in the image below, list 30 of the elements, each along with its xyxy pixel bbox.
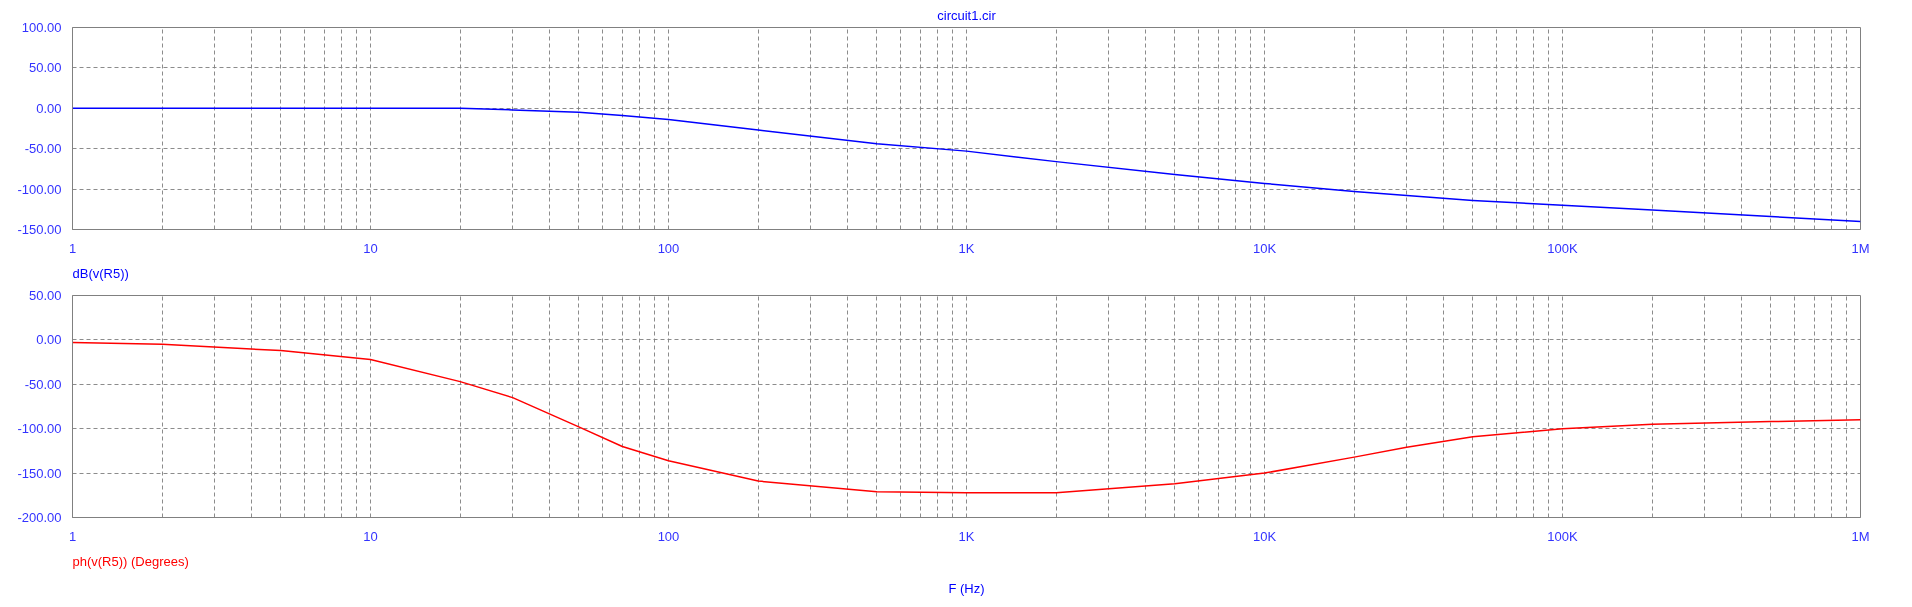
x-axis-title: F (Hz)	[948, 580, 985, 596]
x-tick-label: 1	[68, 240, 77, 256]
text: ph(v(R5)) (Degrees)	[72, 553, 189, 569]
y-tick-label: 100.00	[21, 20, 62, 35]
y-tick-label: -150.00	[17, 465, 62, 481]
x-tick-label: 10	[363, 240, 378, 256]
x-tick-label: 1M	[1851, 528, 1870, 544]
x-tick-label: 100K	[1547, 528, 1579, 544]
x-tick-label: 100	[657, 528, 680, 544]
x-tick-label: 100	[657, 240, 680, 256]
y-tick-label: -150.00	[17, 222, 62, 237]
x-tick-label: 1	[68, 528, 77, 544]
x-tick-label: 100K	[1547, 240, 1579, 256]
chart-title: circuit1.cir	[937, 7, 997, 23]
x-tick-label: 10	[363, 528, 378, 544]
y-tick-label: -100.00	[17, 181, 62, 197]
x-tick-label: 1M	[1851, 240, 1870, 256]
y-tick-label: 50.00	[28, 288, 62, 303]
text: dB(v(R5))	[72, 265, 129, 281]
x-tick-label: 10K	[1252, 528, 1277, 544]
y-tick-label: 50.00	[28, 60, 62, 76]
y-tick-label: 0.00	[36, 332, 62, 348]
y-tick-label: -50.00	[24, 376, 62, 392]
x-tick-label: 1K	[958, 528, 975, 544]
y-tick-label: -100.00	[17, 421, 62, 437]
x-tick-label: 1K	[958, 240, 975, 256]
x-tick-label: 10K	[1252, 240, 1277, 256]
y-tick-label: 0.00	[36, 100, 62, 116]
y-tick-label: -200.00	[17, 510, 62, 525]
y-tick-label: -50.00	[24, 141, 62, 157]
